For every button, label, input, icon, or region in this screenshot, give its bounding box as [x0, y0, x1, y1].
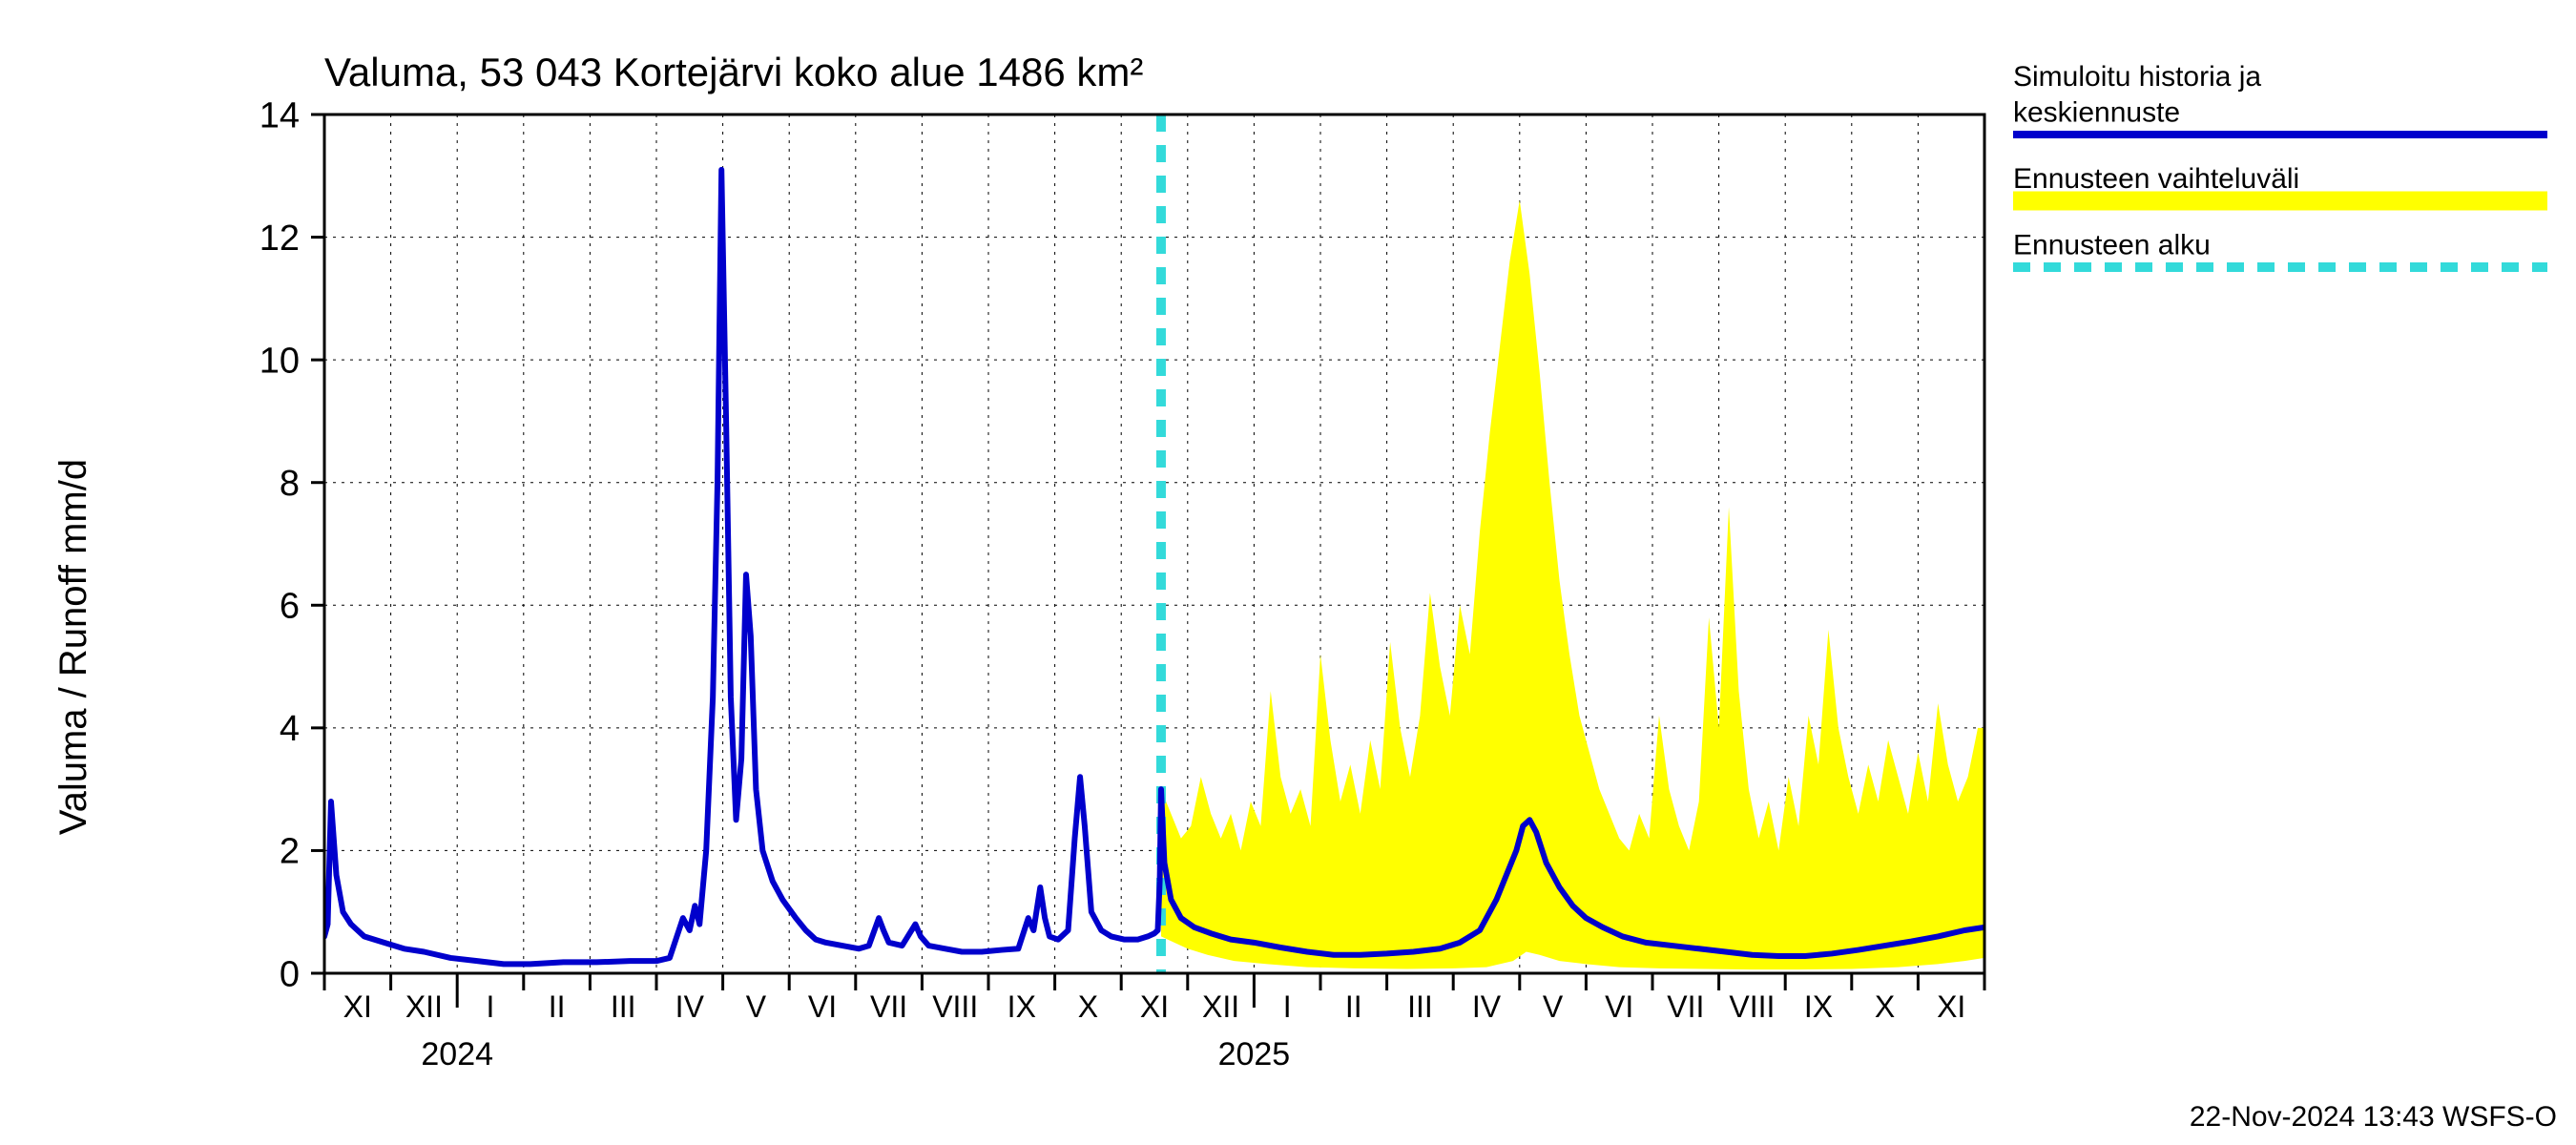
svg-text:XI: XI	[343, 989, 372, 1024]
svg-text:X: X	[1078, 989, 1098, 1024]
svg-text:2: 2	[280, 832, 300, 872]
chart-container: 02468101214XIXIIIIIIIIIVVVIVIIVIIIIXXXIX…	[0, 0, 2576, 1145]
svg-text:IX: IX	[1008, 989, 1036, 1024]
svg-text:14: 14	[260, 95, 300, 135]
svg-text:II: II	[1345, 989, 1362, 1024]
svg-text:VII: VII	[870, 989, 907, 1024]
svg-text:IV: IV	[675, 989, 705, 1024]
svg-text:12: 12	[260, 219, 300, 259]
svg-text:Ennusteen alku: Ennusteen alku	[2013, 230, 2211, 261]
svg-text:2024: 2024	[421, 1036, 493, 1072]
svg-text:V: V	[746, 989, 767, 1024]
svg-text:X: X	[1875, 989, 1895, 1024]
svg-text:0: 0	[280, 954, 300, 994]
svg-text:IX: IX	[1804, 989, 1833, 1024]
svg-text:Ennusteen vaihteluväli: Ennusteen vaihteluväli	[2013, 163, 2299, 195]
svg-text:I: I	[1283, 989, 1292, 1024]
svg-text:III: III	[1407, 989, 1433, 1024]
svg-text:I: I	[487, 989, 495, 1024]
svg-text:keskiennuste: keskiennuste	[2013, 97, 2180, 129]
svg-text:II: II	[549, 989, 566, 1024]
runoff-chart: 02468101214XIXIIIIIIIIIVVVIVIIVIIIIXXXIX…	[0, 0, 2576, 1145]
svg-text:III: III	[611, 989, 636, 1024]
svg-text:V: V	[1543, 989, 1564, 1024]
svg-text:VII: VII	[1667, 989, 1704, 1024]
svg-text:IV: IV	[1472, 989, 1502, 1024]
svg-text:4: 4	[280, 709, 300, 749]
svg-text:Valuma, 53 043 Kortejärvi koko: Valuma, 53 043 Kortejärvi koko alue 1486…	[324, 50, 1143, 94]
svg-text:10: 10	[260, 341, 300, 381]
svg-text:22-Nov-2024 13:43 WSFS-O: 22-Nov-2024 13:43 WSFS-O	[2190, 1101, 2557, 1133]
svg-text:XI: XI	[1937, 989, 1965, 1024]
svg-text:VIII: VIII	[1729, 989, 1775, 1024]
svg-text:XI: XI	[1140, 989, 1169, 1024]
svg-text:VI: VI	[1605, 989, 1633, 1024]
svg-text:VI: VI	[808, 989, 837, 1024]
svg-text:2025: 2025	[1218, 1036, 1291, 1072]
svg-text:VIII: VIII	[932, 989, 978, 1024]
svg-text:6: 6	[280, 587, 300, 627]
svg-text:Simuloitu historia ja: Simuloitu historia ja	[2013, 61, 2261, 93]
svg-text:Valuma / Runoff mm/d: Valuma / Runoff mm/d	[52, 459, 94, 835]
svg-text:XII: XII	[1202, 989, 1239, 1024]
svg-text:8: 8	[280, 464, 300, 504]
svg-text:XII: XII	[405, 989, 443, 1024]
